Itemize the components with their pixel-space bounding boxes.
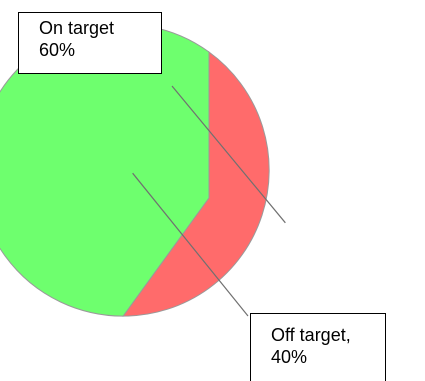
callout-on-target-name: On target: [39, 18, 115, 38]
pie-slices: [0, 23, 270, 317]
callout-on-target: On target 60%: [18, 12, 162, 74]
callout-on-target-value: 60%: [39, 40, 76, 60]
leader-line-off-target: [132, 172, 249, 317]
callout-off-target-name: Off target,: [271, 325, 351, 345]
leader-line-on-target: [171, 85, 286, 224]
callout-off-target: Off target, 40%: [250, 313, 386, 381]
callout-off-target-value: 40%: [271, 347, 308, 367]
leader-lines: [132, 85, 286, 317]
pie-slice-off-target: [122, 51, 270, 317]
